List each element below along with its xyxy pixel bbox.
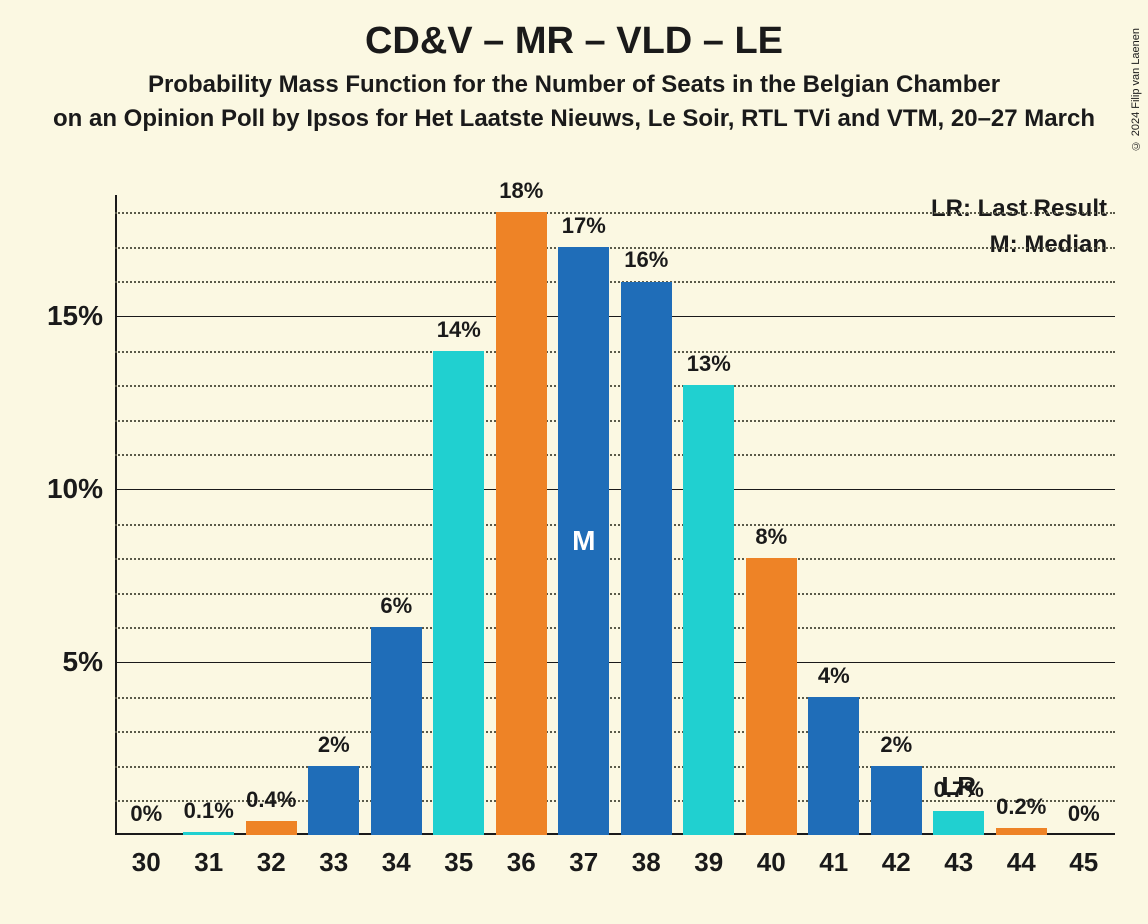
bar-value-label: 0.2% xyxy=(996,794,1046,820)
median-marker: M xyxy=(572,525,595,557)
gridline-minor xyxy=(115,766,1115,768)
x-tick-label: 39 xyxy=(694,847,723,878)
bar xyxy=(433,351,484,835)
legend-last-result: LR: Last Result xyxy=(931,195,1107,223)
x-tick-label: 34 xyxy=(382,847,411,878)
y-tick-label: 15% xyxy=(47,300,103,332)
y-tick-label: 5% xyxy=(63,646,103,678)
bar xyxy=(371,627,422,835)
chart-subtitle-2: on an Opinion Poll by Ipsos for Het Laat… xyxy=(0,105,1148,133)
chart-title: CD&V – MR – VLD – LE xyxy=(0,20,1148,63)
gridline-minor xyxy=(115,212,1115,214)
x-tick-label: 30 xyxy=(132,847,161,878)
bar-value-label: 6% xyxy=(380,593,412,619)
bar-value-label: 2% xyxy=(318,732,350,758)
bar-value-label: 17% xyxy=(562,213,606,239)
bar xyxy=(246,821,297,835)
x-tick-label: 44 xyxy=(1007,847,1036,878)
gridline-major xyxy=(115,489,1115,490)
gridline-minor xyxy=(115,593,1115,595)
gridline-minor xyxy=(115,697,1115,699)
bar xyxy=(183,832,234,835)
x-tick-label: 32 xyxy=(257,847,286,878)
y-tick-label: 10% xyxy=(47,473,103,505)
bar xyxy=(496,212,547,835)
chart-plot-area: LR: Last Result M: Median 5%10%15%0%300.… xyxy=(115,195,1115,835)
x-tick-label: 45 xyxy=(1069,847,1098,878)
bar-value-label: 0% xyxy=(130,801,162,827)
bar-value-label: 4% xyxy=(818,663,850,689)
bar xyxy=(808,697,859,835)
gridline-minor xyxy=(115,558,1115,560)
bar-value-label: 8% xyxy=(755,524,787,550)
bar xyxy=(308,766,359,835)
x-tick-label: 42 xyxy=(882,847,911,878)
bar xyxy=(996,828,1047,835)
x-tick-label: 33 xyxy=(319,847,348,878)
gridline-minor xyxy=(115,351,1115,353)
bar xyxy=(683,385,734,835)
bar: M xyxy=(558,247,609,835)
bar-value-label: 16% xyxy=(624,247,668,273)
gridline-minor xyxy=(115,731,1115,733)
chart-subtitle: Probability Mass Function for the Number… xyxy=(0,71,1148,99)
gridline-minor xyxy=(115,247,1115,249)
bar xyxy=(933,811,984,835)
x-tick-label: 35 xyxy=(444,847,473,878)
y-axis-line xyxy=(115,195,117,835)
bar-value-label: 0.4% xyxy=(246,787,296,813)
gridline-minor xyxy=(115,385,1115,387)
gridline-major xyxy=(115,316,1115,317)
gridline-minor xyxy=(115,281,1115,283)
bar-value-label: 0.1% xyxy=(184,798,234,824)
last-result-marker: LR xyxy=(941,771,976,802)
gridline-minor xyxy=(115,420,1115,422)
x-tick-label: 38 xyxy=(632,847,661,878)
bar xyxy=(621,282,672,836)
x-tick-label: 40 xyxy=(757,847,786,878)
copyright-text: © 2024 Filip van Laenen xyxy=(1130,28,1142,151)
gridline-major xyxy=(115,662,1115,663)
bar xyxy=(871,766,922,835)
bar-value-label: 2% xyxy=(880,732,912,758)
bar-value-label: 14% xyxy=(437,317,481,343)
gridline-minor xyxy=(115,627,1115,629)
bar xyxy=(746,558,797,835)
x-tick-label: 37 xyxy=(569,847,598,878)
gridline-minor xyxy=(115,524,1115,526)
x-tick-label: 41 xyxy=(819,847,848,878)
bar-value-label: 18% xyxy=(499,178,543,204)
bar-value-label: 13% xyxy=(687,351,731,377)
x-tick-label: 31 xyxy=(194,847,223,878)
legend-median: M: Median xyxy=(990,231,1107,259)
gridline-minor xyxy=(115,454,1115,456)
bar-value-label: 0% xyxy=(1068,801,1100,827)
x-tick-label: 43 xyxy=(944,847,973,878)
x-tick-label: 36 xyxy=(507,847,536,878)
